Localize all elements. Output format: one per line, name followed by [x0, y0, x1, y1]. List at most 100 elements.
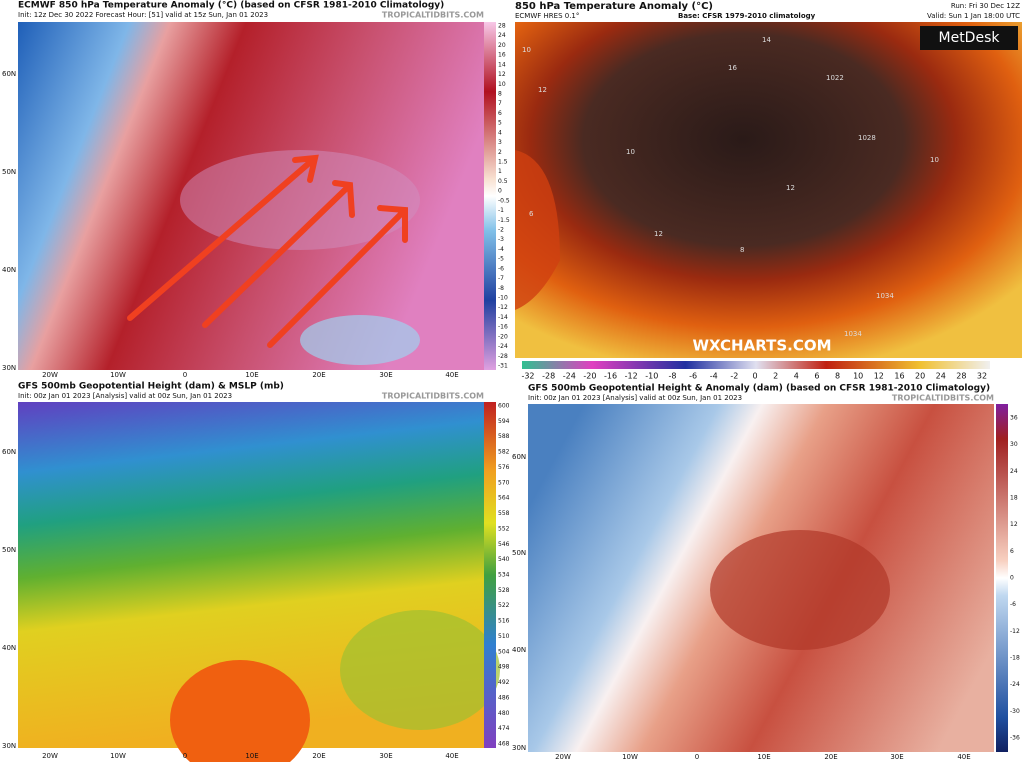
- colorbar-label: 24: [1010, 468, 1018, 475]
- panel-subtitle: Init: 00z Jan 01 2023 [Analysis] valid a…: [528, 394, 742, 402]
- colorbar-label: 8: [835, 372, 840, 381]
- valid: Valid: Sun 1 Jan 18:00 UTC: [927, 12, 1020, 20]
- colorbar-label: 10: [853, 372, 863, 381]
- contour-label: 14: [762, 36, 771, 44]
- colorbar-label: 552: [498, 525, 510, 532]
- colorbar-label: 474: [498, 725, 510, 732]
- colorbar-label: -16: [498, 324, 508, 331]
- lon-label: 0: [183, 371, 187, 379]
- lat-label: 40N: [2, 644, 16, 652]
- colorbar-label: -0.5: [498, 197, 510, 204]
- contour-label: 16: [728, 64, 737, 72]
- credit: TROPICALTIDBITS.COM: [382, 11, 484, 20]
- colorbar-label: 16: [498, 52, 506, 59]
- lon-label: 30E: [379, 371, 392, 379]
- colorbar-label: 30: [1010, 441, 1018, 448]
- colorbar-label: -20: [498, 333, 508, 340]
- colorbar-label: 600: [498, 403, 510, 410]
- colorbar-label: 14: [498, 61, 506, 68]
- colorbar-label: -7: [498, 275, 504, 282]
- warm-area: [515, 150, 560, 310]
- lat-label: 30N: [2, 364, 16, 372]
- arrows: [127, 154, 408, 348]
- colorbar-label: -30: [1010, 708, 1020, 715]
- colorbar-label: 18: [1010, 495, 1018, 502]
- colorbar-label: 8: [498, 91, 502, 98]
- colorbar-label: 12: [498, 71, 506, 78]
- colorbar-label: 516: [498, 618, 510, 625]
- colorbar-label: 0: [752, 372, 757, 381]
- colorbar-label: 10: [498, 81, 506, 88]
- colorbar-label: -28: [542, 372, 555, 381]
- colorbar-label: 594: [498, 418, 510, 425]
- lon-label: 40E: [445, 371, 458, 379]
- colorbar-label: 2: [498, 149, 502, 156]
- colorbar-label: -24: [498, 343, 508, 350]
- colorbar-label: 0: [498, 188, 502, 195]
- colorbar-label: 2: [773, 372, 778, 381]
- colorbar-label: -16: [604, 372, 617, 381]
- colorbar-label: 504: [498, 648, 510, 655]
- colorbar-label: 534: [498, 572, 510, 579]
- colorbar-label: 28: [956, 372, 966, 381]
- colorbar-label: 540: [498, 556, 510, 563]
- colorbar-label: 576: [498, 464, 510, 471]
- colorbar-label: 498: [498, 664, 510, 671]
- colorbar-label: -2: [498, 227, 504, 234]
- colorbar-label: 12: [874, 372, 884, 381]
- lat-label: 50N: [2, 168, 16, 176]
- colorbar-label: 1: [498, 168, 502, 175]
- colorbar-label: 16: [894, 372, 904, 381]
- ridge-core: [170, 660, 310, 762]
- base: Base: CFSR 1979-2010 climatology: [678, 12, 816, 20]
- contour-label: 1034: [844, 330, 862, 338]
- colorbar-label: 0.5: [498, 178, 508, 185]
- colorbar-label: 480: [498, 710, 510, 717]
- contour-label: 1022: [826, 74, 844, 82]
- arrow: [267, 205, 408, 348]
- lon-label: 20W: [42, 371, 58, 379]
- lon-label: 20W: [555, 753, 571, 761]
- colorbar-label: -20: [583, 372, 596, 381]
- colorbar-label: 468: [498, 741, 510, 748]
- contour-label: 10: [930, 156, 939, 164]
- lat-label: 60N: [2, 448, 16, 456]
- lat-label: 50N: [2, 546, 16, 554]
- colorbar-label: 12: [1010, 521, 1018, 528]
- colorbar-label: -28: [498, 353, 508, 360]
- colorbar-label: -18: [1010, 655, 1020, 662]
- colorbar-label: 36: [1010, 415, 1018, 422]
- lon-label: 0: [183, 752, 187, 760]
- colorbar-label: 510: [498, 633, 510, 640]
- colorbar-label: 492: [498, 679, 510, 686]
- colorbar-label: 4: [498, 129, 502, 136]
- lat-label: 50N: [512, 549, 526, 557]
- panel-title: 850 hPa Temperature Anomaly (°C): [515, 1, 713, 12]
- lat-label: 40N: [2, 266, 16, 274]
- colorbar-label: -10: [645, 372, 658, 381]
- colorbar: [484, 22, 496, 370]
- contour-label: 6: [529, 210, 534, 218]
- arrow: [202, 180, 355, 328]
- panel-subtitle: Init: 00z Jan 01 2023 [Analysis] valid a…: [18, 392, 232, 400]
- credit: TROPICALTIDBITS.COM: [892, 394, 994, 403]
- lon-label: 20E: [824, 753, 837, 761]
- contour-label: 10: [522, 46, 531, 54]
- colorbar-label: 28: [498, 23, 506, 30]
- colorbar-label: -12: [1010, 628, 1020, 635]
- colorbar-label: 20: [915, 372, 925, 381]
- lon-label: 40E: [957, 753, 970, 761]
- colorbar-label: 522: [498, 602, 510, 609]
- colorbar-label: -12: [625, 372, 638, 381]
- colorbar-label: -4: [710, 372, 718, 381]
- credit: TROPICALTIDBITS.COM: [382, 392, 484, 401]
- lat-label: 60N: [2, 70, 16, 78]
- colorbar: [484, 402, 496, 748]
- panel-title: ECMWF 850 hPa Temperature Anomaly (°C) (…: [18, 1, 444, 11]
- lon-label: 10E: [245, 752, 258, 760]
- colorbar-label: 6: [1010, 548, 1014, 555]
- colorbar-label: 0: [1010, 575, 1014, 582]
- colorbar: [522, 361, 990, 369]
- colorbar-label: -14: [498, 314, 508, 321]
